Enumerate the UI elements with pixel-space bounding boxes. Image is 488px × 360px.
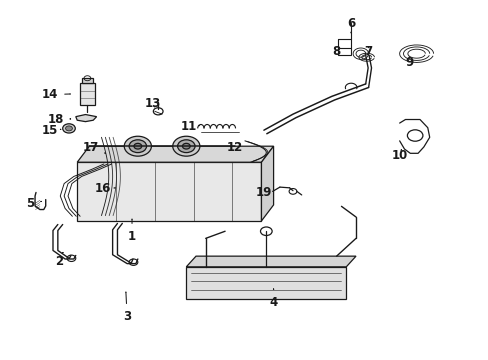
Bar <box>337 48 350 55</box>
Circle shape <box>182 143 190 149</box>
Polygon shape <box>186 256 355 267</box>
Polygon shape <box>77 146 273 162</box>
Text: 10: 10 <box>391 149 407 162</box>
Text: 19: 19 <box>255 186 271 199</box>
Circle shape <box>65 126 72 131</box>
Text: 1: 1 <box>128 219 136 243</box>
Circle shape <box>177 140 195 153</box>
Text: 15: 15 <box>41 124 61 137</box>
Polygon shape <box>261 146 273 221</box>
Text: 13: 13 <box>144 97 160 110</box>
Polygon shape <box>76 114 97 122</box>
Text: 4: 4 <box>269 289 277 309</box>
Circle shape <box>129 140 146 153</box>
Circle shape <box>172 136 200 156</box>
Circle shape <box>134 143 142 149</box>
Text: 14: 14 <box>41 88 70 101</box>
Text: 12: 12 <box>226 141 243 154</box>
Text: 11: 11 <box>180 120 199 133</box>
Text: 18: 18 <box>47 113 70 126</box>
Bar <box>80 83 95 105</box>
Bar <box>81 78 93 83</box>
Text: 7: 7 <box>364 45 371 58</box>
Text: 2: 2 <box>55 252 63 268</box>
Polygon shape <box>186 267 346 299</box>
Text: 5: 5 <box>26 197 41 210</box>
Circle shape <box>124 136 151 156</box>
Text: 6: 6 <box>346 17 355 33</box>
Text: 8: 8 <box>332 45 340 58</box>
Text: 16: 16 <box>95 183 115 195</box>
Text: 9: 9 <box>405 56 413 69</box>
Circle shape <box>62 124 75 133</box>
Polygon shape <box>77 162 261 221</box>
Text: 17: 17 <box>82 141 105 154</box>
Text: 3: 3 <box>123 292 131 324</box>
